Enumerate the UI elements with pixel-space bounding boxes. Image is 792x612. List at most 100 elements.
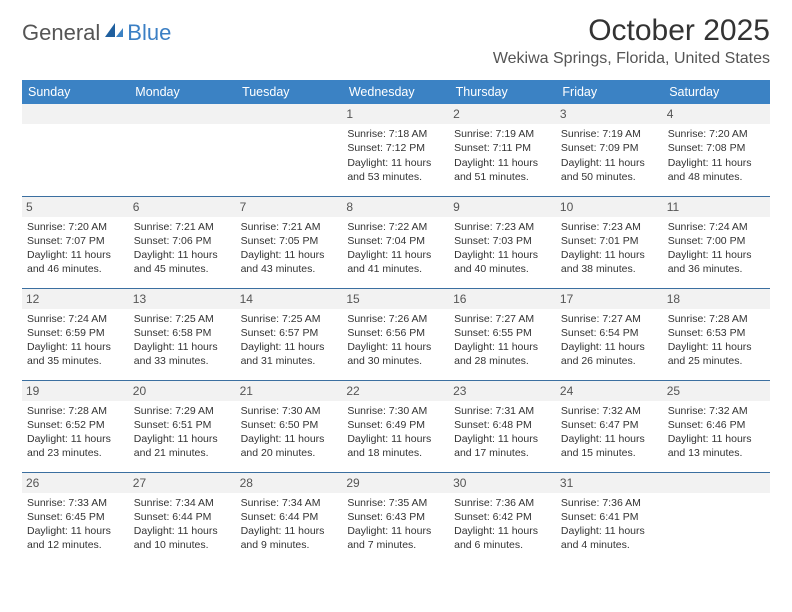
sunrise-line: Sunrise: 7:34 AM	[134, 496, 231, 510]
day-number: 31	[556, 473, 663, 493]
day-header: Tuesday	[236, 80, 343, 104]
day-number	[236, 104, 343, 124]
sunset-line: Sunset: 6:59 PM	[27, 326, 124, 340]
daylight-line: Daylight: 11 hours and 40 minutes.	[454, 248, 551, 276]
calendar-day-cell: 24Sunrise: 7:32 AMSunset: 6:47 PMDayligh…	[556, 380, 663, 472]
daylight-line: Daylight: 11 hours and 13 minutes.	[668, 432, 765, 460]
logo-sail-icon	[103, 21, 125, 39]
sunset-line: Sunset: 7:09 PM	[561, 141, 658, 155]
sunrise-line: Sunrise: 7:23 AM	[454, 220, 551, 234]
calendar-day-cell: 5Sunrise: 7:20 AMSunset: 7:07 PMDaylight…	[22, 196, 129, 288]
sunset-line: Sunset: 7:12 PM	[347, 141, 444, 155]
daylight-line: Daylight: 11 hours and 20 minutes.	[241, 432, 338, 460]
sunrise-line: Sunrise: 7:32 AM	[561, 404, 658, 418]
sunrise-line: Sunrise: 7:28 AM	[668, 312, 765, 326]
day-number: 8	[342, 197, 449, 217]
daylight-line: Daylight: 11 hours and 30 minutes.	[347, 340, 444, 368]
calendar-day-cell: 20Sunrise: 7:29 AMSunset: 6:51 PMDayligh…	[129, 380, 236, 472]
sunrise-line: Sunrise: 7:21 AM	[241, 220, 338, 234]
calendar-day-cell: 25Sunrise: 7:32 AMSunset: 6:46 PMDayligh…	[663, 380, 770, 472]
calendar-day-cell	[22, 104, 129, 196]
sunrise-line: Sunrise: 7:20 AM	[27, 220, 124, 234]
daylight-line: Daylight: 11 hours and 41 minutes.	[347, 248, 444, 276]
sunset-line: Sunset: 7:05 PM	[241, 234, 338, 248]
sunrise-line: Sunrise: 7:24 AM	[27, 312, 124, 326]
day-number	[129, 104, 236, 124]
day-number: 29	[342, 473, 449, 493]
sunset-line: Sunset: 6:44 PM	[134, 510, 231, 524]
sunset-line: Sunset: 6:45 PM	[27, 510, 124, 524]
calendar-day-cell: 12 Sunrise: 7:24 AMSunset: 6:59 PMDayligh…	[22, 288, 129, 380]
day-header: Saturday	[663, 80, 770, 104]
calendar-day-cell: 10Sunrise: 7:23 AMSunset: 7:01 PMDayligh…	[556, 196, 663, 288]
daylight-line: Daylight: 11 hours and 53 minutes.	[347, 156, 444, 184]
sunset-line: Sunset: 7:06 PM	[134, 234, 231, 248]
day-number: 5	[22, 197, 129, 217]
sunset-line: Sunset: 6:56 PM	[347, 326, 444, 340]
sunrise-line: Sunrise: 7:33 AM	[27, 496, 124, 510]
sunset-line: Sunset: 6:57 PM	[241, 326, 338, 340]
sunset-line: Sunset: 6:51 PM	[134, 418, 231, 432]
sunrise-line: Sunrise: 7:27 AM	[561, 312, 658, 326]
sunset-line: Sunset: 6:41 PM	[561, 510, 658, 524]
day-number: 14	[236, 289, 343, 309]
sunrise-line: Sunrise: 7:32 AM	[668, 404, 765, 418]
daylight-line: Daylight: 11 hours and 35 minutes.	[27, 340, 124, 368]
day-number: 10	[556, 197, 663, 217]
daylight-line: Daylight: 11 hours and 9 minutes.	[241, 524, 338, 552]
calendar-day-cell: 23Sunrise: 7:31 AMSunset: 6:48 PMDayligh…	[449, 380, 556, 472]
daylight-line: Daylight: 11 hours and 28 minutes.	[454, 340, 551, 368]
calendar-day-cell: 16Sunrise: 7:27 AMSunset: 6:55 PMDayligh…	[449, 288, 556, 380]
sunrise-line: Sunrise: 7:31 AM	[454, 404, 551, 418]
sunset-line: Sunset: 7:08 PM	[668, 141, 765, 155]
sunrise-line: Sunrise: 7:24 AM	[668, 220, 765, 234]
daylight-line: Daylight: 11 hours and 21 minutes.	[134, 432, 231, 460]
calendar-day-cell: 30Sunrise: 7:36 AMSunset: 6:42 PMDayligh…	[449, 472, 556, 564]
day-header: Sunday	[22, 80, 129, 104]
day-number: 12	[22, 289, 129, 309]
day-number: 18	[663, 289, 770, 309]
calendar-day-cell: 31Sunrise: 7:36 AMSunset: 6:41 PMDayligh…	[556, 472, 663, 564]
sunset-line: Sunset: 6:58 PM	[134, 326, 231, 340]
calendar-day-cell: 14Sunrise: 7:25 AMSunset: 6:57 PMDayligh…	[236, 288, 343, 380]
day-header: Thursday	[449, 80, 556, 104]
calendar-day-cell: 21Sunrise: 7:30 AMSunset: 6:50 PMDayligh…	[236, 380, 343, 472]
calendar-day-cell: 9Sunrise: 7:23 AMSunset: 7:03 PMDaylight…	[449, 196, 556, 288]
sunset-line: Sunset: 7:07 PM	[27, 234, 124, 248]
calendar-day-cell: 3Sunrise: 7:19 AMSunset: 7:09 PMDaylight…	[556, 104, 663, 196]
sunrise-line: Sunrise: 7:29 AM	[134, 404, 231, 418]
sunrise-line: Sunrise: 7:22 AM	[347, 220, 444, 234]
sunrise-line: Sunrise: 7:18 AM	[347, 127, 444, 141]
day-number: 27	[129, 473, 236, 493]
day-number	[663, 473, 770, 493]
calendar-day-cell: 13Sunrise: 7:25 AMSunset: 6:58 PMDayligh…	[129, 288, 236, 380]
sunset-line: Sunset: 6:46 PM	[668, 418, 765, 432]
day-number: 28	[236, 473, 343, 493]
day-number: 3	[556, 104, 663, 124]
calendar-day-cell: 17Sunrise: 7:27 AMSunset: 6:54 PMDayligh…	[556, 288, 663, 380]
sunset-line: Sunset: 6:52 PM	[27, 418, 124, 432]
daylight-line: Daylight: 11 hours and 26 minutes.	[561, 340, 658, 368]
sunrise-line: Sunrise: 7:19 AM	[454, 127, 551, 141]
day-number: 13	[129, 289, 236, 309]
day-number: 9	[449, 197, 556, 217]
sunset-line: Sunset: 6:55 PM	[454, 326, 551, 340]
calendar-day-cell: 22Sunrise: 7:30 AMSunset: 6:49 PMDayligh…	[342, 380, 449, 472]
sunrise-line: Sunrise: 7:25 AM	[134, 312, 231, 326]
daylight-line: Daylight: 11 hours and 31 minutes.	[241, 340, 338, 368]
calendar-day-cell: 15Sunrise: 7:26 AMSunset: 6:56 PMDayligh…	[342, 288, 449, 380]
sunset-line: Sunset: 6:53 PM	[668, 326, 765, 340]
sunrise-line: Sunrise: 7:36 AM	[454, 496, 551, 510]
calendar-week-row: 5 Sunrise: 7:20 AMSunset: 7:07 PM Daylight…	[22, 196, 770, 288]
calendar-day-cell: 28Sunrise: 7:34 AMSunset: 6:44 PMDayligh…	[236, 472, 343, 564]
day-number: 16	[449, 289, 556, 309]
sunset-line: Sunset: 7:01 PM	[561, 234, 658, 248]
day-number: 1	[342, 104, 449, 124]
calendar-table: SundayMondayTuesdayWednesdayThursdayFrid…	[22, 80, 770, 564]
sunrise-line: Sunrise: 7:28 AM	[27, 404, 124, 418]
sunset-line: Sunset: 7:00 PM	[668, 234, 765, 248]
daylight-line: Daylight: 11 hours and 36 minutes.	[668, 248, 765, 276]
day-number: 4	[663, 104, 770, 124]
calendar-day-cell: 27Sunrise: 7:34 AMSunset: 6:44 PMDayligh…	[129, 472, 236, 564]
calendar-week-row: 19Sunrise: 7:28 AMSunset: 6:52 PMDayligh…	[22, 380, 770, 472]
